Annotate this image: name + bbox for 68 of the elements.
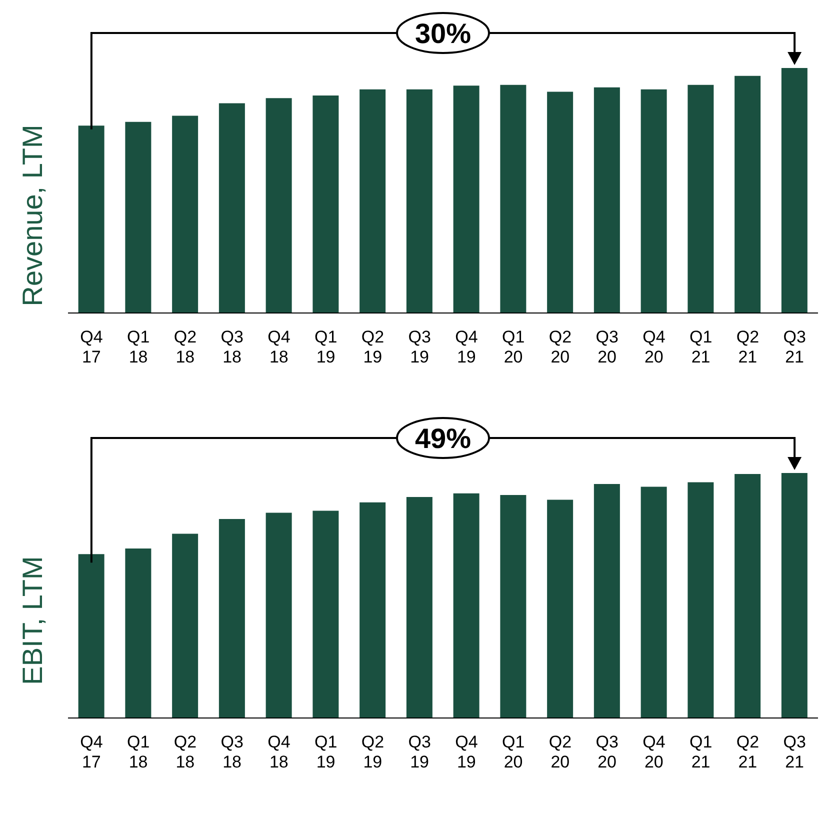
bar	[500, 495, 526, 718]
bar	[406, 89, 432, 313]
bar	[266, 98, 292, 313]
x-tick-label: Q4 18	[268, 732, 290, 772]
y-axis-title: Revenue, LTM	[17, 124, 48, 306]
bar	[734, 76, 761, 313]
x-tick-label: Q3 18	[220, 327, 244, 367]
bar	[218, 519, 245, 718]
text: 30%	[414, 18, 472, 49]
bar	[406, 497, 432, 718]
bar	[500, 84, 526, 313]
x-tick-label: Q1 18	[126, 732, 150, 772]
x-tick-label: Q2 20	[548, 732, 572, 772]
x-tick-label: Q2 18	[174, 732, 197, 772]
x-tick-label: Q3 21	[783, 732, 806, 772]
text: 49%	[414, 423, 472, 454]
x-tick-label: Q1 21	[689, 327, 712, 367]
bar	[688, 482, 714, 718]
x-tick-label: Q3 20	[596, 327, 618, 367]
bar	[547, 92, 574, 313]
bar	[594, 484, 620, 718]
y-axis-title: EBIT, LTM	[17, 556, 48, 685]
x-tick-label: Q4 18	[268, 327, 290, 367]
bar	[640, 89, 667, 313]
x-tick-label: Q1 21	[689, 732, 712, 772]
bar	[312, 95, 339, 313]
bar	[125, 122, 152, 313]
bar	[172, 534, 198, 718]
x-tick-label: Q2 20	[548, 327, 572, 367]
x-tick-label: Q4 17	[80, 732, 103, 772]
x-tick-label: Q2 19	[361, 732, 384, 772]
bar	[266, 512, 292, 718]
bar	[78, 126, 104, 313]
bar	[78, 554, 104, 718]
bar	[688, 84, 714, 313]
bar	[218, 103, 245, 313]
x-tick-label: Q4 20	[642, 327, 666, 367]
x-tick-label: Q3 21	[783, 327, 806, 367]
bar	[594, 87, 620, 313]
x-tick-label: Q2 21	[736, 732, 760, 772]
x-tick-label: Q4 19	[455, 327, 478, 367]
x-tick-label: Q4 17	[80, 327, 103, 367]
x-tick-label: Q3 20	[596, 732, 618, 772]
x-tick-label: Q3 19	[408, 732, 431, 772]
x-tick-label: Q2 18	[174, 327, 197, 367]
bar	[360, 502, 386, 718]
bar	[640, 486, 667, 718]
x-tick-label: Q1 19	[314, 327, 338, 367]
bar	[453, 493, 480, 718]
bar	[360, 89, 386, 313]
bar	[547, 500, 574, 718]
x-tick-label: Q4 19	[455, 732, 478, 772]
x-tick-label: Q2 19	[361, 327, 384, 367]
bar	[312, 510, 339, 718]
bar	[172, 116, 198, 313]
bar	[734, 474, 761, 718]
x-tick-label: Q1 18	[126, 327, 150, 367]
x-tick-label: Q2 21	[736, 327, 760, 367]
x-tick-label: Q1 20	[502, 327, 525, 367]
x-tick-label: Q1 19	[314, 732, 338, 772]
x-tick-label: Q4 20	[642, 732, 666, 772]
x-tick-label: Q1 20	[502, 732, 525, 772]
bar	[781, 68, 808, 313]
x-tick-label: Q3 19	[408, 327, 431, 367]
x-tick-label: Q3 18	[220, 732, 244, 772]
bar	[453, 86, 480, 313]
bar	[125, 548, 152, 718]
bar	[781, 473, 808, 718]
